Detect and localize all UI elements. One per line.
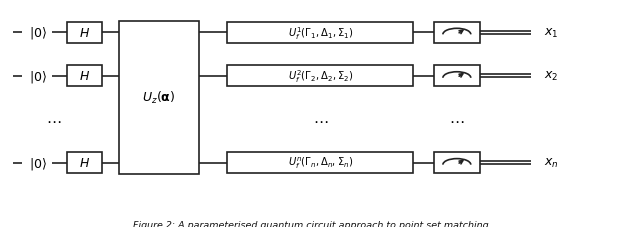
- Bar: [227, 153, 414, 173]
- Text: $\cdots$: $\cdots$: [449, 112, 465, 127]
- Text: $H$: $H$: [79, 70, 90, 83]
- Bar: [434, 23, 480, 44]
- Text: $U_f^n(\Gamma_n, \Delta_n, \Sigma_n)$: $U_f^n(\Gamma_n, \Delta_n, \Sigma_n)$: [287, 155, 353, 170]
- Bar: [67, 23, 101, 44]
- Text: $U_z(\mathbf{\alpha})$: $U_z(\mathbf{\alpha})$: [142, 90, 175, 106]
- Bar: [227, 23, 414, 44]
- Text: Figure 2: A parameterised quantum circuit approach to point set matching: Figure 2: A parameterised quantum circui…: [133, 220, 489, 227]
- Text: $\cdots$: $\cdots$: [46, 112, 61, 127]
- Text: $U_f^1(\Gamma_1, \Delta_1, \Sigma_1)$: $U_f^1(\Gamma_1, \Delta_1, \Sigma_1)$: [287, 25, 353, 42]
- Text: $x_2$: $x_2$: [544, 70, 558, 83]
- Bar: [119, 22, 199, 174]
- Text: $U_f^2(\Gamma_2, \Delta_2, \Sigma_2)$: $U_f^2(\Gamma_2, \Delta_2, \Sigma_2)$: [287, 68, 353, 85]
- Text: $|0\rangle$: $|0\rangle$: [29, 25, 47, 41]
- Text: $x_n$: $x_n$: [544, 156, 559, 169]
- Text: $H$: $H$: [79, 27, 90, 39]
- Text: $\cdots$: $\cdots$: [313, 112, 328, 127]
- Bar: [434, 66, 480, 87]
- Bar: [67, 66, 101, 87]
- Text: $H$: $H$: [79, 156, 90, 169]
- Bar: [227, 66, 414, 87]
- Text: $|0\rangle$: $|0\rangle$: [29, 68, 47, 84]
- Text: $x_1$: $x_1$: [544, 27, 558, 40]
- Text: $|0\rangle$: $|0\rangle$: [29, 155, 47, 171]
- Bar: [67, 153, 101, 173]
- Bar: [434, 153, 480, 173]
